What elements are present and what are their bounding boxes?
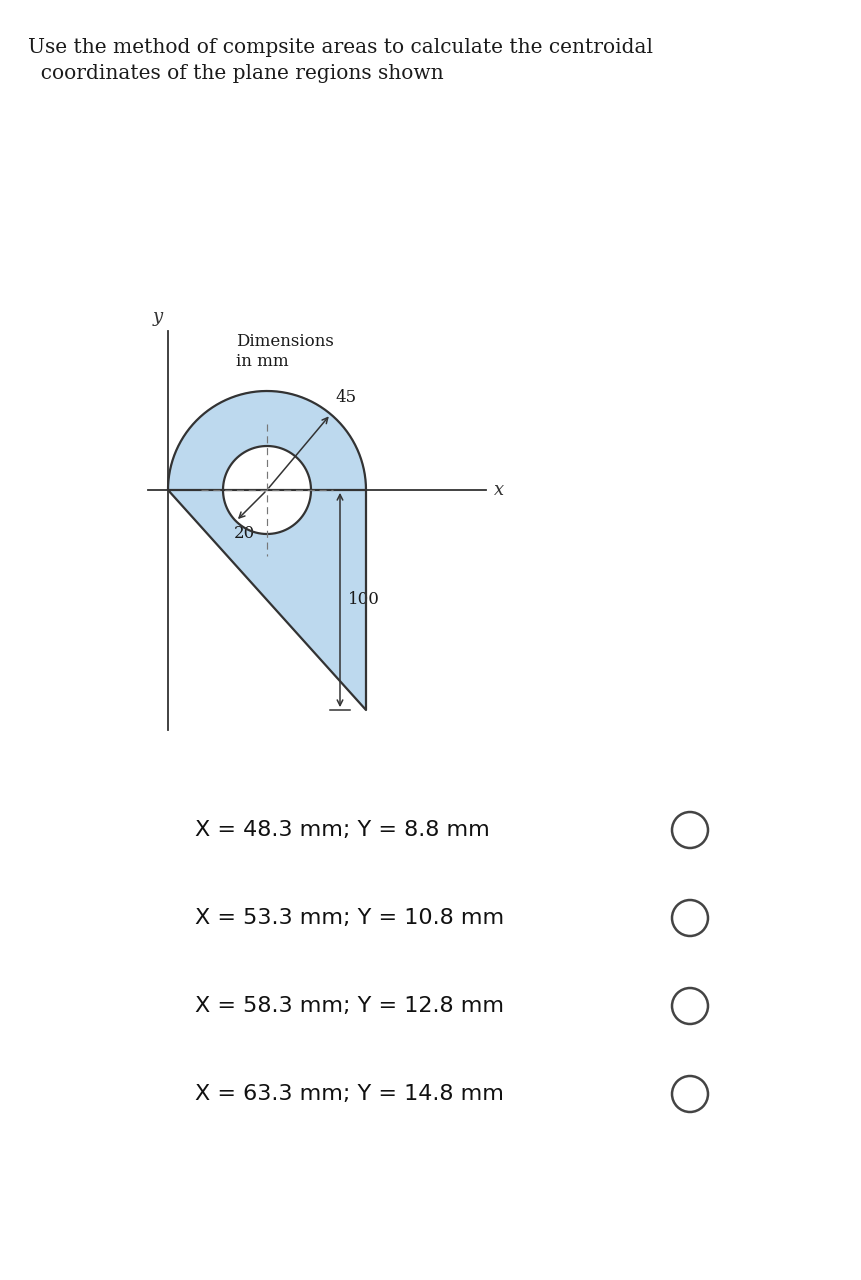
Text: X = 53.3 mm; Y = 10.8 mm: X = 53.3 mm; Y = 10.8 mm: [195, 908, 504, 928]
Text: y: y: [152, 308, 163, 326]
Text: Use the method of compsite areas to calculate the centroidal: Use the method of compsite areas to calc…: [28, 38, 653, 58]
Text: coordinates of the plane regions shown: coordinates of the plane regions shown: [28, 64, 443, 83]
Text: X = 63.3 mm; Y = 14.8 mm: X = 63.3 mm; Y = 14.8 mm: [195, 1084, 504, 1103]
Text: 45: 45: [335, 389, 356, 406]
Text: x: x: [493, 481, 504, 499]
Polygon shape: [223, 445, 311, 534]
Polygon shape: [168, 390, 366, 710]
Text: 100: 100: [348, 591, 380, 608]
Text: X = 48.3 mm; Y = 8.8 mm: X = 48.3 mm; Y = 8.8 mm: [195, 820, 489, 840]
Text: in mm: in mm: [236, 353, 288, 370]
Text: 20: 20: [233, 525, 255, 543]
Text: Dimensions: Dimensions: [236, 333, 333, 349]
Text: X = 58.3 mm; Y = 12.8 mm: X = 58.3 mm; Y = 12.8 mm: [195, 996, 504, 1016]
